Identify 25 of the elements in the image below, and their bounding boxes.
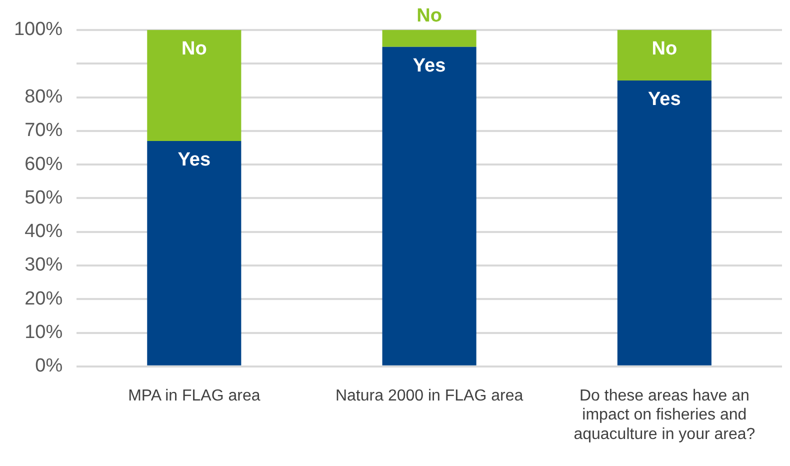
y-tick-label: 20% [24,288,63,310]
series-label: Yes [412,56,446,77]
y-tick-label: 30% [24,254,63,276]
text: Yes [648,89,681,110]
y-tick-label: 0% [35,356,63,377]
y-tick-label: 70% [24,120,63,142]
y-tick-label: 80% [24,86,63,108]
y-tick-label: 40% [24,221,63,242]
bar [617,80,712,366]
bar [147,141,242,366]
bar [382,46,476,366]
text: No [182,38,207,60]
bar [147,30,242,142]
text: Yes [178,150,211,171]
y-tick-label: 100% [14,19,63,40]
bar [382,30,476,47]
x-tick-label: Natura 2000 in FLAG area [335,387,524,404]
x-tick-label: Do these areas have an impact on fisheries and aquaculture in your area? [574,387,756,443]
y-tick-label: 60% [24,154,63,175]
y-tick-label: 10% [24,322,63,343]
series-label: No [416,6,442,27]
bar [617,30,712,80]
text: No [652,38,678,60]
x-tick-label: MPA in FLAG area [128,387,260,404]
y-tick-label: 50% [24,187,63,208]
